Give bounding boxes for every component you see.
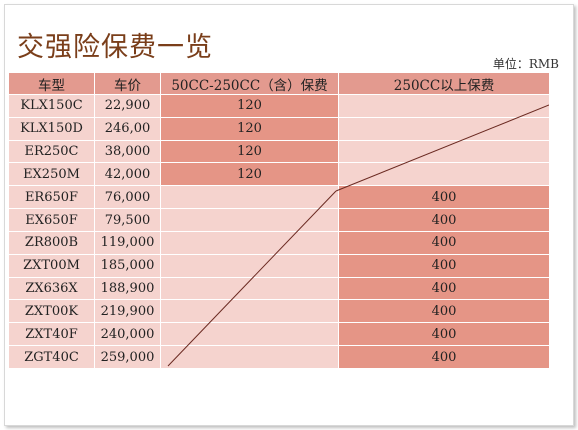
cell-large-fee <box>338 94 550 118</box>
cell-price: 22,900 <box>94 94 161 118</box>
cell-model: KLX150C <box>8 94 95 118</box>
cell-price: 76,000 <box>94 185 161 210</box>
cell-price: 219,900 <box>94 299 161 324</box>
cell-small-fee: 120 <box>160 139 339 164</box>
header-model: 车型 <box>8 72 95 95</box>
cell-large-fee: 400 <box>338 185 550 210</box>
cell-large-fee: 400 <box>338 345 550 369</box>
cell-large-fee: 400 <box>338 299 550 324</box>
cell-small-fee <box>160 185 339 210</box>
cell-model: ZGT40C <box>8 345 95 369</box>
cell-price: 246,00 <box>94 116 161 141</box>
cell-large-fee: 400 <box>338 322 550 347</box>
cell-large-fee <box>338 116 550 141</box>
cell-small-fee <box>160 345 339 369</box>
table-row: ZGT40C 259,000 400 <box>8 345 550 369</box>
cell-price: 185,000 <box>94 253 161 278</box>
table-row: ER650F 76,000 400 <box>8 185 550 210</box>
cell-price: 119,000 <box>94 230 161 255</box>
cell-model: ZXT00K <box>8 299 95 324</box>
page-title: 交强险保费一览 <box>17 32 213 63</box>
cell-model: KLX150D <box>8 116 95 141</box>
cell-model: ZX636X <box>8 276 95 301</box>
cell-small-fee: 120 <box>160 162 339 187</box>
table-row: ZXT00K 219,900 400 <box>8 299 550 324</box>
cell-large-fee <box>338 139 550 164</box>
cell-model: ZXT00M <box>8 253 95 278</box>
cell-large-fee: 400 <box>338 253 550 278</box>
cell-model: EX250M <box>8 162 95 187</box>
cell-small-fee: 120 <box>160 116 339 141</box>
cell-small-fee <box>160 299 339 324</box>
table-row: KLX150D 246,00 120 <box>8 116 550 141</box>
cell-small-fee <box>160 230 339 255</box>
table-row: ZXT40F 240,000 400 <box>8 322 550 347</box>
cell-price: 38,000 <box>94 139 161 164</box>
cell-small-fee <box>160 253 339 278</box>
cell-price: 42,000 <box>94 162 161 187</box>
unit-note: 单位：RMB <box>492 57 559 71</box>
header-price: 车价 <box>94 72 161 95</box>
table-row: ZXT00M 185,000 400 <box>8 253 550 278</box>
cell-small-fee <box>160 276 339 301</box>
table-row: EX250M 42,000 120 <box>8 162 550 187</box>
cell-model: ZR800B <box>8 230 95 255</box>
cell-small-fee <box>160 322 339 347</box>
table-row: ER250C 38,000 120 <box>8 139 550 164</box>
premium-table-container: 车型 车价 50CC-250CC（含）保费 250CC以上保费 KLX150C 2… <box>8 72 550 369</box>
slide: 交强险保费一览 单位：RMB 车型 车价 50CC-250CC（含）保费 250… <box>4 4 574 426</box>
cell-price: 188,900 <box>94 276 161 301</box>
table-row: ZX636X 188,900 400 <box>8 276 550 301</box>
cell-price: 259,000 <box>94 345 161 369</box>
cell-model: ZXT40F <box>8 322 95 347</box>
cell-model: EX650F <box>8 208 95 232</box>
table-row: EX650F 79,500 400 <box>8 208 550 232</box>
header-small-fee: 50CC-250CC（含）保费 <box>160 72 339 95</box>
cell-price: 240,000 <box>94 322 161 347</box>
table-header-row: 车型 车价 50CC-250CC（含）保费 250CC以上保费 <box>8 72 550 95</box>
cell-small-fee <box>160 208 339 232</box>
cell-small-fee: 120 <box>160 94 339 118</box>
table-row: ZR800B 119,000 400 <box>8 230 550 255</box>
cell-large-fee <box>338 162 550 187</box>
cell-model: ER650F <box>8 185 95 210</box>
cell-large-fee: 400 <box>338 276 550 301</box>
premium-table: 车型 车价 50CC-250CC（含）保费 250CC以上保费 KLX150C 2… <box>8 72 550 369</box>
table-row: KLX150C 22,900 120 <box>8 94 550 118</box>
cell-model: ER250C <box>8 139 95 164</box>
cell-price: 79,500 <box>94 208 161 232</box>
header-large-fee: 250CC以上保费 <box>338 72 550 95</box>
cell-large-fee: 400 <box>338 208 550 232</box>
cell-large-fee: 400 <box>338 230 550 255</box>
